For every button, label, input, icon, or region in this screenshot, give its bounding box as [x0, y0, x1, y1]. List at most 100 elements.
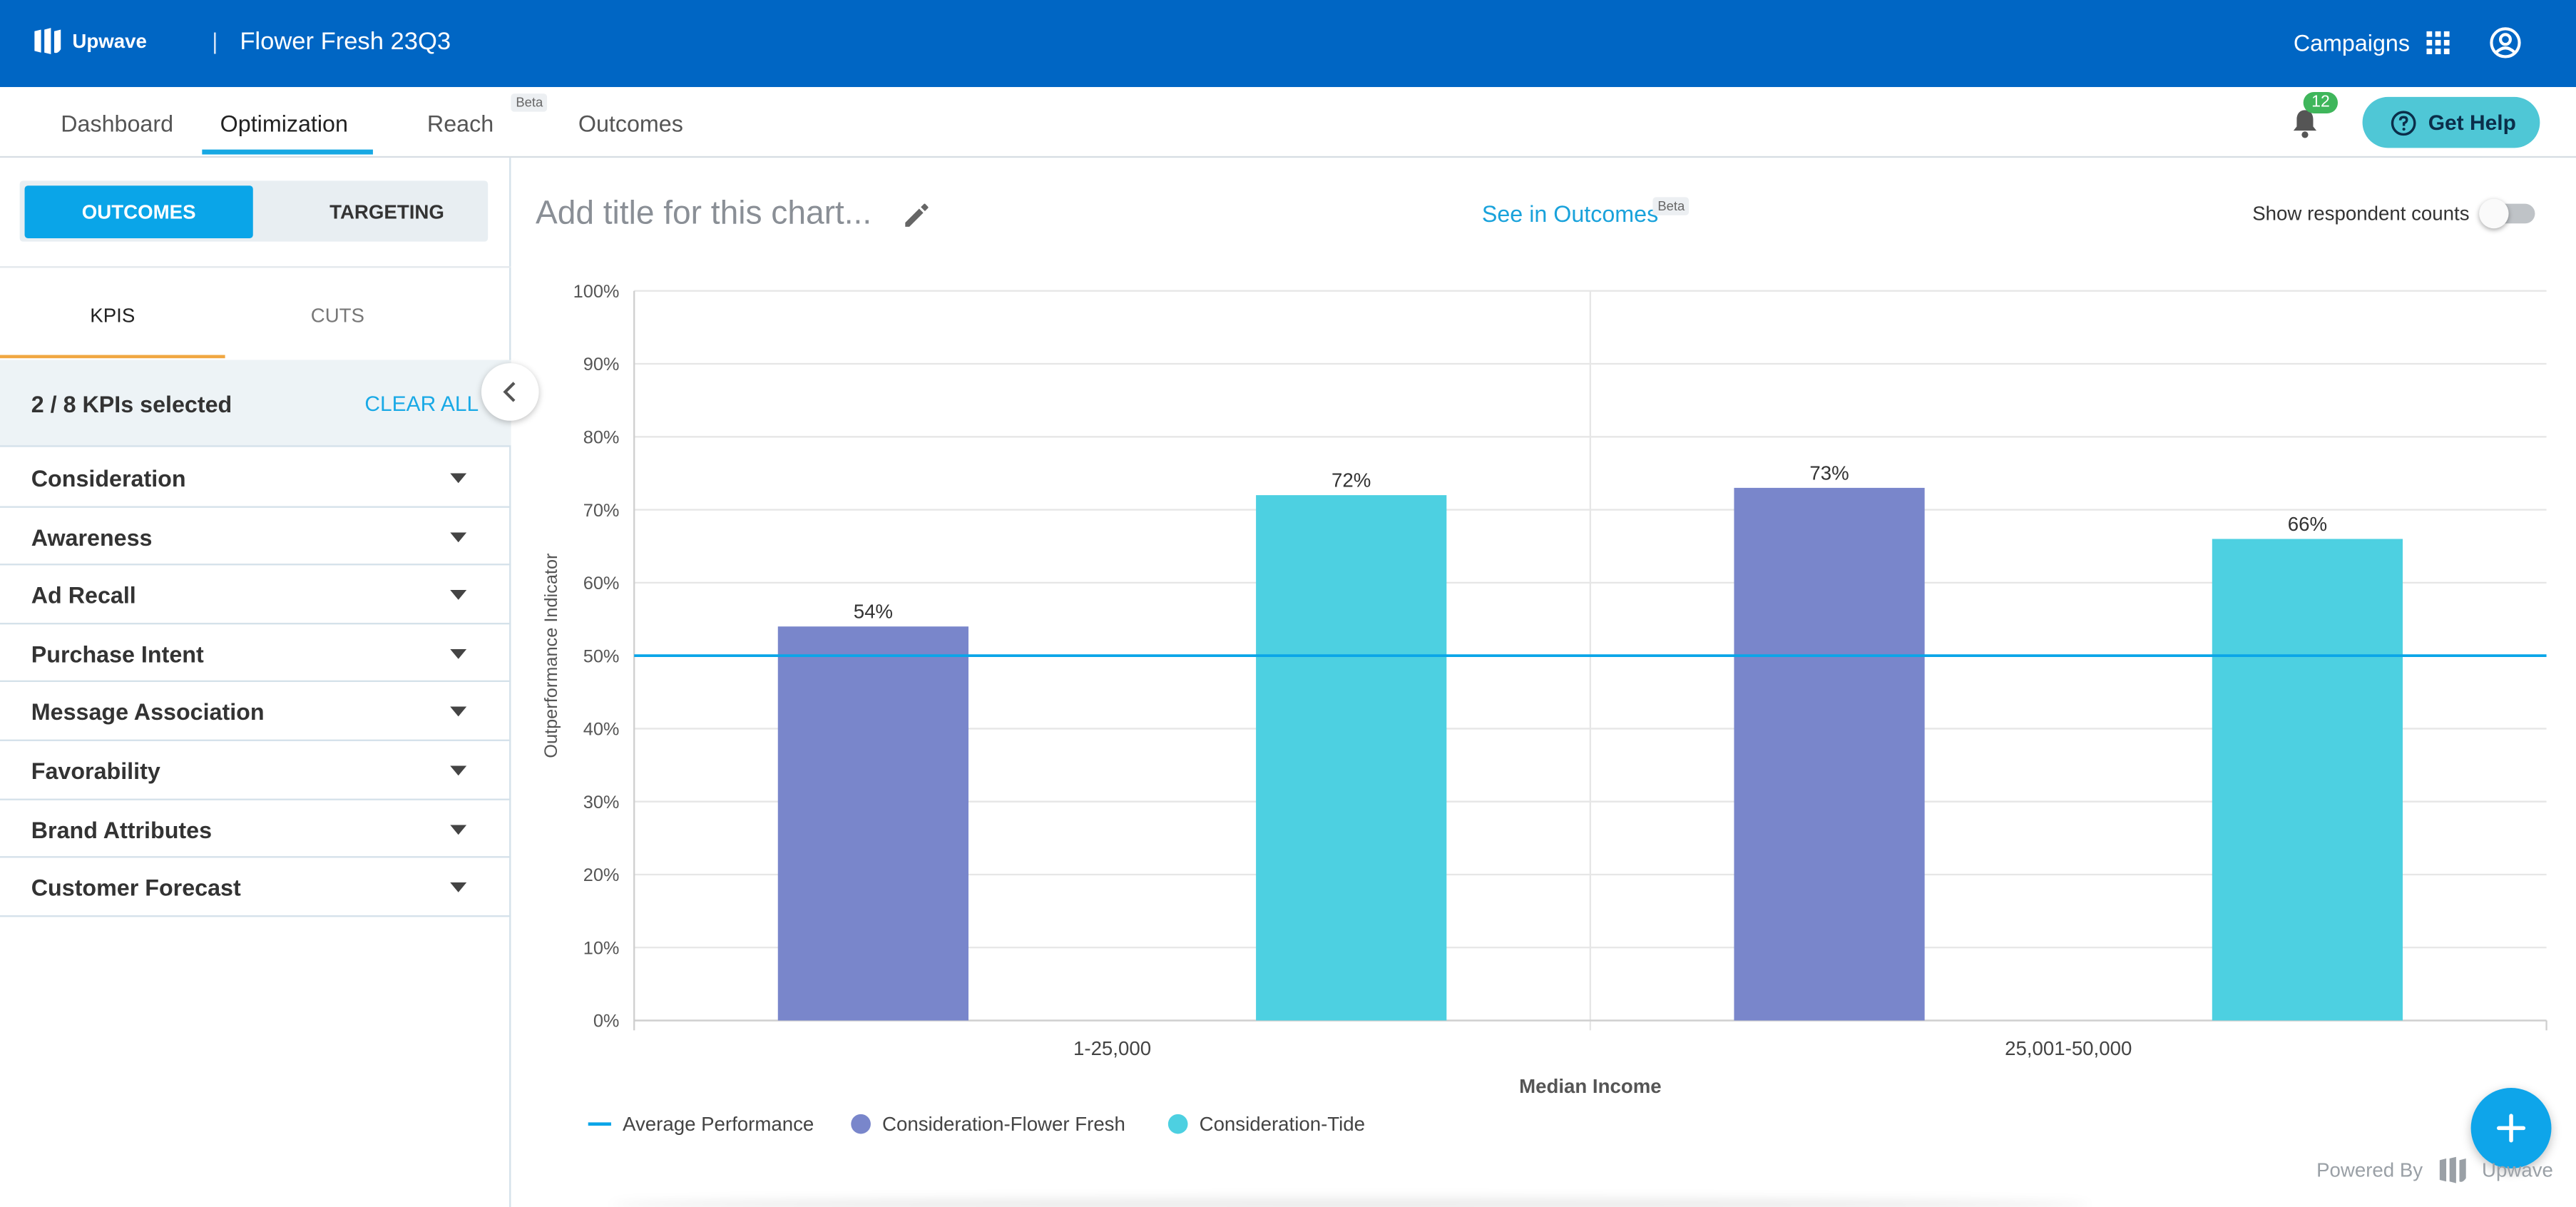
bar [1256, 495, 1447, 1021]
caret-down-icon [450, 882, 467, 893]
kpi-selected-count: 2 / 8 KPIs selected [31, 391, 232, 418]
y-tick-label: 60% [583, 574, 620, 594]
reach-beta-badge: Beta [511, 93, 548, 112]
get-help-label: Get Help [2428, 110, 2516, 135]
tab-dashboard[interactable]: Dashboard [61, 110, 174, 137]
kpi-selection-header: 2 / 8 KPIs selected CLEAR ALL [0, 360, 511, 447]
kpi-label: Customer Forecast [31, 874, 241, 901]
outperformance-bar-chart: 0% 10% 20% 30% 40% 50% 60% 70% 80% 90% 100% 1-25,00… [541, 282, 2547, 1135]
upwave-footer-logo-icon [2439, 1156, 2466, 1183]
y-tick-label: 100% [573, 282, 620, 302]
legend-marker [851, 1114, 871, 1134]
kpi-label: Message Association [31, 698, 265, 725]
chart-panel: Add title for this chart... See in Outco… [513, 158, 2576, 1207]
kpi-item-ad-recall[interactable]: Ad Recall [0, 566, 511, 624]
bar [777, 626, 968, 1021]
powered-by: Powered By Upwave [2316, 1155, 2553, 1184]
kpi-item-awareness[interactable]: Awareness [0, 507, 511, 566]
chart-title-input[interactable]: Add title for this chart... [535, 195, 872, 232]
outcomes-targeting-toggle: OUTCOMES TARGETING [19, 180, 489, 242]
help-icon [2391, 110, 2416, 136]
y-tick-label: 80% [583, 428, 620, 448]
respondent-counts-toggle[interactable] [2479, 198, 2535, 229]
bar-value-label: 73% [1809, 462, 1849, 484]
y-tick-label: 0% [593, 1012, 620, 1032]
top-bar: Upwave | Flower Fresh 23Q3 Campaigns [0, 0, 2576, 88]
add-fab-button[interactable] [2470, 1087, 2552, 1168]
caret-down-icon [450, 707, 467, 718]
subtab-kpis[interactable]: KPIS [90, 304, 136, 327]
apps-grid-icon[interactable] [2426, 31, 2450, 55]
brand-name: Upwave [72, 29, 147, 53]
nav-bar: Dashboard Optimization Reach Beta Outcom… [0, 87, 2576, 158]
subtab-cuts[interactable]: CUTS [310, 304, 365, 327]
toggle-knob [2479, 198, 2509, 229]
kpi-label: Favorability [31, 757, 160, 784]
kpi-item-customer-forecast[interactable]: Customer Forecast [0, 858, 511, 917]
kpi-item-consideration[interactable]: Consideration [0, 449, 511, 507]
campaign-title: Flower Fresh 23Q3 [240, 28, 451, 56]
kpi-label: Ad Recall [31, 581, 136, 608]
notification-bell-icon[interactable] [2290, 107, 2319, 140]
caret-down-icon [450, 590, 467, 601]
caret-down-icon [450, 473, 467, 484]
respondent-counts-label: Show respondent counts [2252, 202, 2470, 225]
y-tick-label: 10% [583, 938, 620, 958]
y-tick-label: 50% [583, 646, 620, 666]
x-tick-label: 25,001-50,000 [2005, 1037, 2132, 1059]
targeting-segment-button[interactable]: TARGETING [329, 200, 444, 224]
bar-value-label: 54% [854, 601, 893, 623]
bar [1734, 487, 1925, 1021]
notification-count-badge: 12 [2303, 92, 2339, 113]
x-axis-title: Median Income [1519, 1075, 1662, 1097]
kpi-label: Awareness [31, 523, 153, 550]
account-icon[interactable] [2489, 26, 2522, 59]
edit-pencil-icon[interactable] [902, 200, 931, 230]
y-tick-label: 20% [583, 865, 620, 885]
chart-legend: Average Performance Consideration-Flower … [588, 1113, 1365, 1135]
kpi-label: Purchase Intent [31, 640, 204, 667]
kpi-list: Consideration Awareness Ad Recall Purcha… [0, 449, 511, 917]
powered-by-brand: Upwave [2482, 1158, 2553, 1182]
clear-all-button[interactable]: CLEAR ALL [364, 391, 479, 416]
sidebar-subtabs: KPIS CUTS [0, 266, 511, 360]
powered-by-label: Powered By [2316, 1158, 2423, 1182]
bar-value-label: 72% [1332, 469, 1371, 492]
chart-bars [634, 487, 2547, 1021]
subtab-underline [0, 355, 225, 359]
title-separator: | [212, 28, 218, 55]
x-tick-label: 1-25,000 [1073, 1037, 1151, 1059]
upwave-logo[interactable]: Upwave [33, 26, 147, 56]
tab-reach[interactable]: Reach [426, 110, 494, 137]
outcomes-segment-button[interactable]: OUTCOMES [24, 185, 253, 239]
see-in-outcomes-link[interactable]: See in Outcomes [1481, 200, 1659, 227]
chart-labels: 54% 72% 73% 66% [854, 462, 2327, 622]
kpi-item-purchase-intent[interactable]: Purchase Intent [0, 624, 511, 683]
tab-outcomes[interactable]: Outcomes [578, 110, 683, 137]
y-axis-title: Outperformance Indicator [541, 553, 561, 758]
active-tab-underline [202, 149, 373, 155]
bar [2212, 539, 2403, 1021]
bar-value-label: 66% [2288, 513, 2327, 535]
caret-down-icon [450, 648, 467, 659]
legend-label: Consideration-Tide [1200, 1113, 1365, 1135]
kpi-item-message-association[interactable]: Message Association [0, 683, 511, 741]
bottom-shadow [610, 1198, 2090, 1207]
kpi-item-brand-attributes[interactable]: Brand Attributes [0, 800, 511, 858]
campaigns-link[interactable]: Campaigns [2293, 29, 2410, 56]
y-tick-label: 90% [583, 355, 620, 375]
tab-optimization[interactable]: Optimization [220, 110, 348, 137]
get-help-button[interactable]: Get Help [2362, 96, 2540, 148]
kpi-item-favorability[interactable]: Favorability [0, 741, 511, 800]
legend-marker [1167, 1114, 1188, 1134]
plus-icon [2497, 1114, 2526, 1143]
caret-down-icon [450, 531, 467, 542]
y-tick-label: 70% [583, 501, 620, 521]
legend-label-average: Average Performance [623, 1113, 814, 1135]
kpi-label: Consideration [31, 464, 186, 492]
legend-label: Consideration-Flower Fresh [882, 1113, 1125, 1135]
y-tick-label: 40% [583, 720, 620, 740]
collapse-sidebar-button[interactable] [481, 363, 539, 421]
caret-down-icon [450, 765, 467, 776]
outcomes-beta-badge: Beta [1652, 197, 1690, 215]
